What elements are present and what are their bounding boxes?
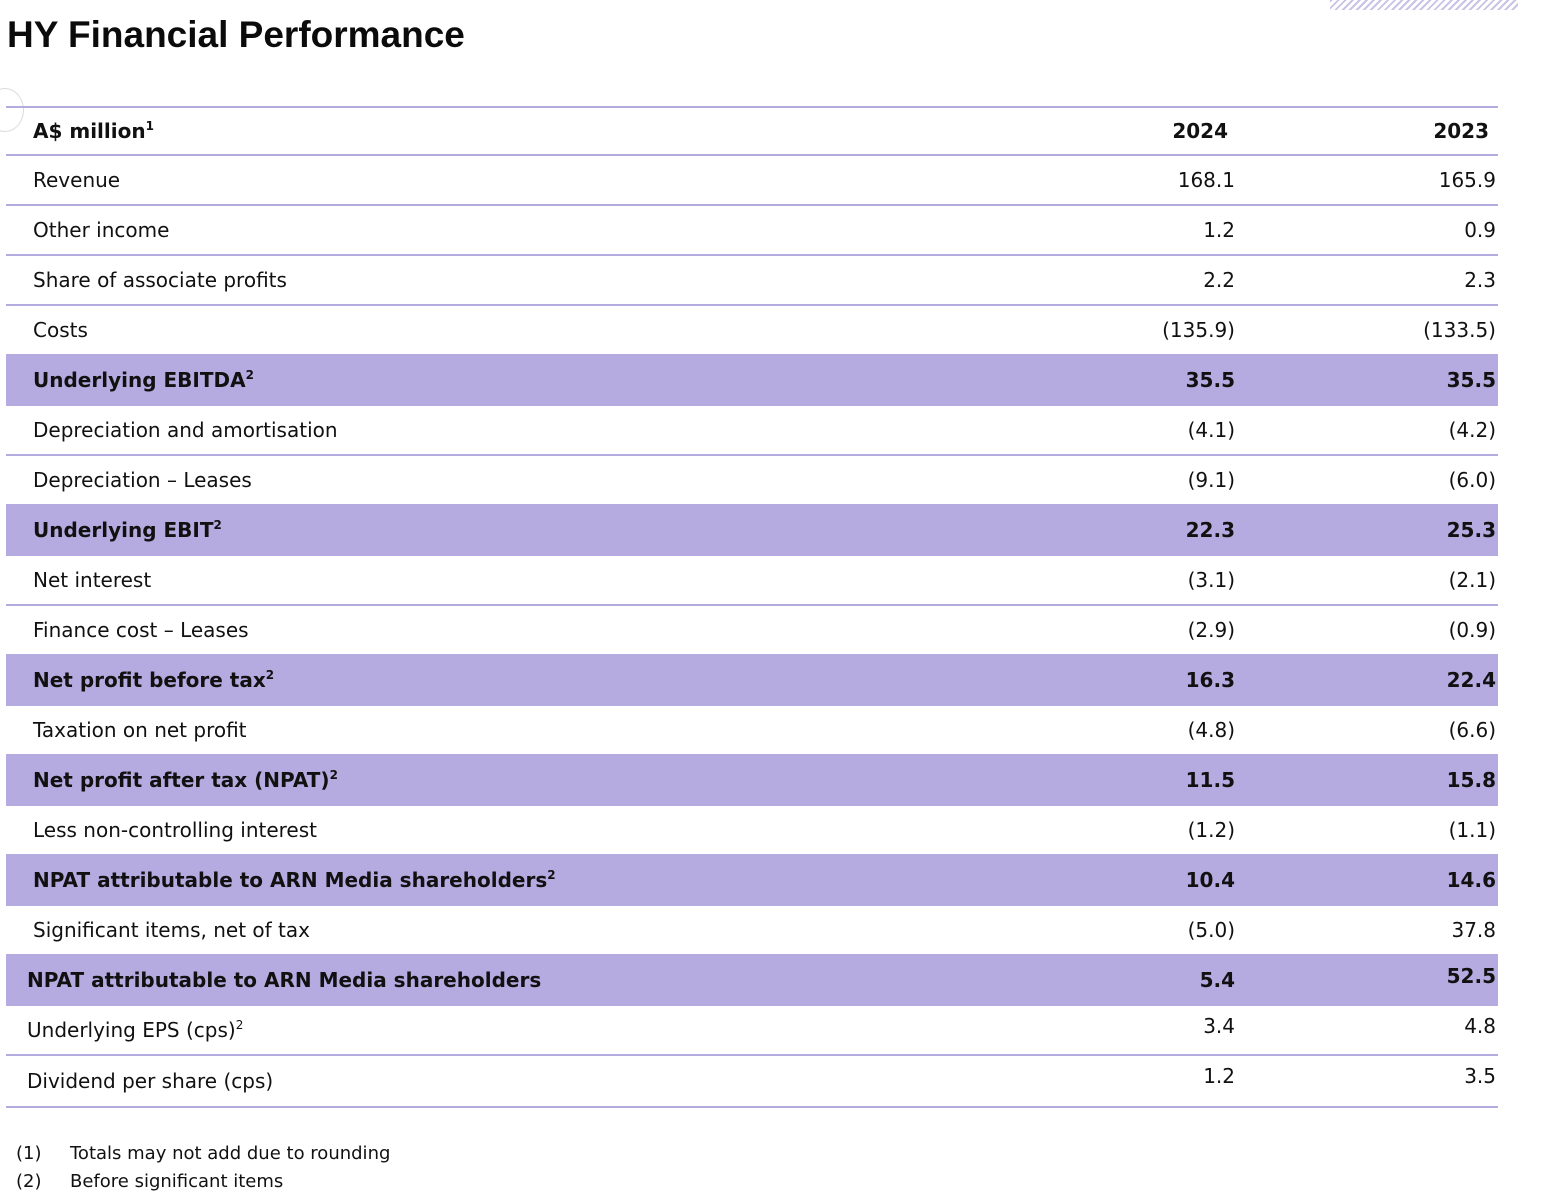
footnotes: (1) Totals may not add due to rounding (2… (16, 1139, 390, 1195)
table-row: Underlying EBIT2 22.3 25.3 (6, 506, 1498, 556)
value-2024: 3.4 (1203, 1014, 1235, 1038)
table-row: Dividend per share (cps) 1.2 3.5 (6, 1056, 1498, 1108)
decorative-hatch (1330, 0, 1518, 10)
value-2024: 10.4 (1185, 868, 1235, 892)
value-2023: 4.8 (1464, 1014, 1496, 1038)
value-2023: 3.5 (1464, 1064, 1496, 1088)
value-2024: (135.9) (1162, 318, 1235, 342)
table-row: Revenue 168.1 165.9 (6, 156, 1498, 206)
row-label: Revenue (33, 168, 121, 192)
page-title: HY Financial Performance (7, 14, 465, 55)
table-row: Less non-controlling interest (1.2) (1.1) (6, 806, 1498, 856)
row-label: NPAT attributable to ARN Media sharehold… (27, 968, 542, 992)
value-2023: 35.5 (1446, 368, 1496, 392)
table-row: Taxation on net profit (4.8) (6.6) (6, 706, 1498, 756)
row-label: Underlying EBITDA2 (33, 368, 254, 392)
value-2023: 52.5 (1446, 964, 1496, 988)
table-row: Costs (135.9) (133.5) (6, 306, 1498, 356)
row-label: Depreciation – Leases (33, 468, 252, 492)
value-2023: (6.0) (1448, 468, 1496, 492)
value-2023: (0.9) (1448, 618, 1496, 642)
value-2024: (5.0) (1187, 918, 1235, 942)
value-2024: (9.1) (1187, 468, 1235, 492)
value-2023: (6.6) (1448, 718, 1496, 742)
value-2023: 165.9 (1438, 168, 1496, 192)
value-2024: (4.1) (1187, 418, 1235, 442)
footnote-1: (1) Totals may not add due to rounding (16, 1142, 391, 1164)
footnote-2: (2) Before significant items (16, 1170, 284, 1192)
header-label: A$ million1 (33, 119, 154, 143)
value-2023: (2.1) (1448, 568, 1496, 592)
value-2024: (4.8) (1187, 718, 1235, 742)
table-row: Depreciation and amortisation (4.1) (4.2) (6, 406, 1498, 456)
row-label: Net profit after tax (NPAT)2 (33, 768, 338, 792)
row-label: Less non-controlling interest (33, 818, 317, 842)
row-label: Other income (33, 218, 170, 242)
table-row: Net profit before tax2 16.3 22.4 (6, 656, 1498, 706)
value-2024: 11.5 (1185, 768, 1235, 792)
value-2023: 37.8 (1451, 918, 1496, 942)
value-2024: 168.1 (1177, 168, 1235, 192)
value-2023: 14.6 (1446, 868, 1496, 892)
table-row: Underlying EBITDA2 35.5 35.5 (6, 356, 1498, 406)
row-label: Costs (33, 318, 88, 342)
value-2024: 1.2 (1203, 218, 1235, 242)
row-label: Share of associate profits (33, 268, 287, 292)
row-label: Underlying EBIT2 (33, 518, 222, 542)
row-label: Dividend per share (cps) (27, 1069, 274, 1093)
value-2023: (4.2) (1448, 418, 1496, 442)
value-2023: 22.4 (1446, 668, 1496, 692)
header-2024: 2024 (1172, 119, 1228, 143)
row-label: Underlying EPS (cps)2 (27, 1018, 244, 1042)
value-2024: (3.1) (1187, 568, 1235, 592)
value-2024: 5.4 (1199, 968, 1235, 992)
table-row: NPAT attributable to ARN Media sharehold… (6, 856, 1498, 906)
value-2024: 35.5 (1185, 368, 1235, 392)
row-label: Taxation on net profit (33, 718, 247, 742)
value-2024: 2.2 (1203, 268, 1235, 292)
value-2024: 22.3 (1185, 518, 1235, 542)
row-label: Net profit before tax2 (33, 668, 275, 692)
row-label: Finance cost – Leases (33, 618, 249, 642)
row-label: Depreciation and amortisation (33, 418, 338, 442)
row-label: NPAT attributable to ARN Media sharehold… (33, 868, 556, 892)
value-2023: (1.1) (1448, 818, 1496, 842)
table-row: Net profit after tax (NPAT)2 11.5 15.8 (6, 756, 1498, 806)
value-2023: 15.8 (1446, 768, 1496, 792)
table-row: Share of associate profits 2.2 2.3 (6, 256, 1498, 306)
table-row: Significant items, net of tax (5.0) 37.8 (6, 906, 1498, 956)
value-2024: (2.9) (1187, 618, 1235, 642)
table-row: Net interest (3.1) (2.1) (6, 556, 1498, 606)
value-2023: (133.5) (1423, 318, 1496, 342)
financial-table: A$ million1 2024 2023 Revenue 168.1 165.9 O… (6, 106, 1498, 1108)
value-2023: 25.3 (1446, 518, 1496, 542)
value-2024: (1.2) (1187, 818, 1235, 842)
row-label: Significant items, net of tax (33, 918, 310, 942)
header-2023: 2023 (1433, 119, 1489, 143)
table-row: Depreciation – Leases (9.1) (6.0) (6, 456, 1498, 506)
value-2024: 1.2 (1203, 1064, 1235, 1088)
table-row: Other income 1.2 0.9 (6, 206, 1498, 256)
value-2023: 0.9 (1464, 218, 1496, 242)
table-header-row: A$ million1 2024 2023 (6, 108, 1498, 156)
value-2024: 16.3 (1185, 668, 1235, 692)
table-row: Underlying EPS (cps)2 3.4 4.8 (6, 1006, 1498, 1056)
value-2023: 2.3 (1464, 268, 1496, 292)
row-label: Net interest (33, 568, 152, 592)
table-row: Finance cost – Leases (2.9) (0.9) (6, 606, 1498, 656)
table-row: NPAT attributable to ARN Media sharehold… (6, 956, 1498, 1006)
